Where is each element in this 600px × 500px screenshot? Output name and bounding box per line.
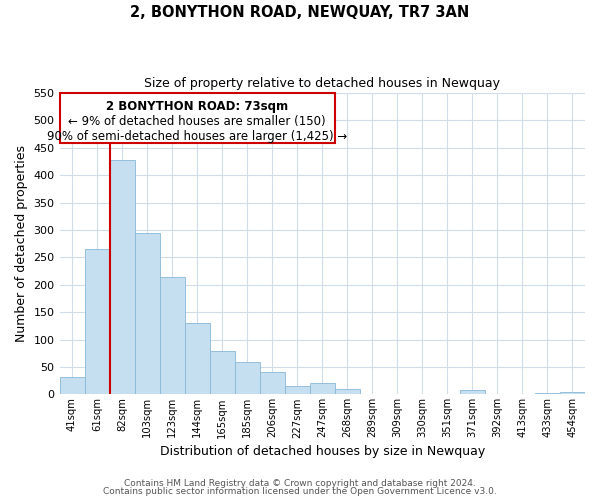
Text: ← 9% of detached houses are smaller (150): ← 9% of detached houses are smaller (150… [68,115,326,128]
Title: Size of property relative to detached houses in Newquay: Size of property relative to detached ho… [144,78,500,90]
Bar [310,384,335,394]
Text: 2 BONYTHON ROAD: 73sqm: 2 BONYTHON ROAD: 73sqm [106,100,288,112]
Bar [285,386,310,394]
Bar [535,393,560,394]
FancyBboxPatch shape [59,93,335,144]
Bar [59,377,85,394]
Bar [85,249,110,394]
Bar [134,234,160,394]
Bar [185,323,209,394]
Text: 90% of semi-detached houses are larger (1,425) →: 90% of semi-detached houses are larger (… [47,130,347,143]
Bar [335,389,360,394]
Bar [209,351,235,395]
Bar [460,390,485,394]
Text: Contains HM Land Registry data © Crown copyright and database right 2024.: Contains HM Land Registry data © Crown c… [124,478,476,488]
Bar [110,160,134,394]
Bar [560,392,585,394]
Bar [260,372,285,394]
Bar [160,277,185,394]
X-axis label: Distribution of detached houses by size in Newquay: Distribution of detached houses by size … [160,444,485,458]
Y-axis label: Number of detached properties: Number of detached properties [15,145,28,342]
Text: Contains public sector information licensed under the Open Government Licence v3: Contains public sector information licen… [103,487,497,496]
Bar [235,362,260,394]
Text: 2, BONYTHON ROAD, NEWQUAY, TR7 3AN: 2, BONYTHON ROAD, NEWQUAY, TR7 3AN [130,5,470,20]
